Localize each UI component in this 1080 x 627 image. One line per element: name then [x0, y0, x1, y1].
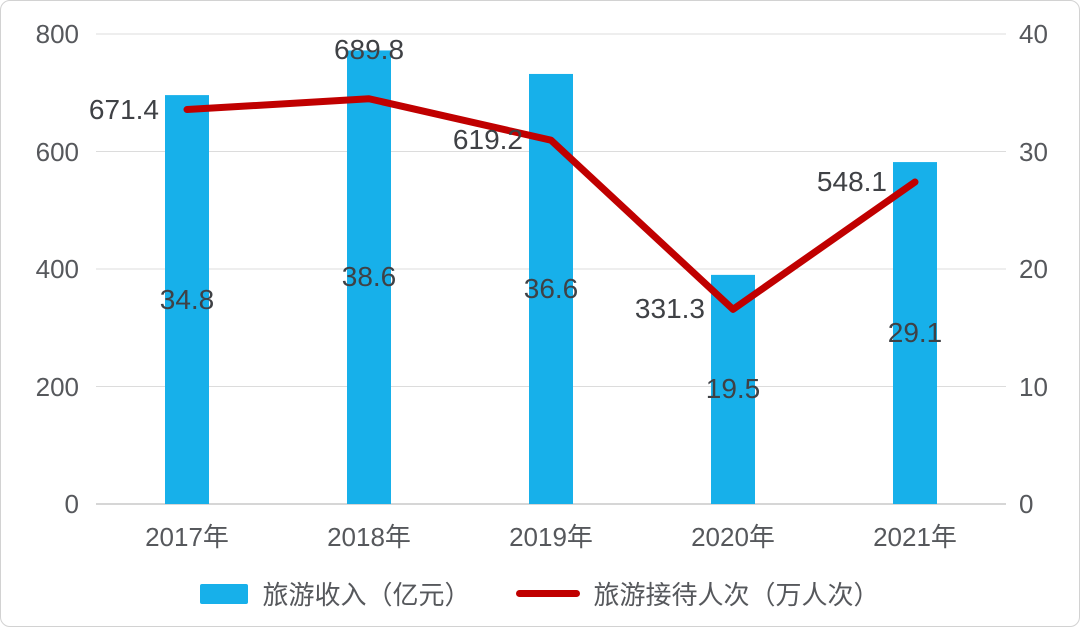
bar-value-label: 34.8 [159, 283, 215, 315]
bar-value-label: 19.5 [705, 373, 761, 405]
bar-value-label: 29.1 [887, 317, 943, 349]
y-axis-left-tick-label: 400 [35, 254, 79, 284]
bar-2017年 [165, 95, 209, 504]
x-axis-label: 2020年 [691, 522, 775, 552]
x-axis-label: 2021年 [873, 522, 957, 552]
y-axis-left-tick-label: 0 [64, 489, 79, 519]
line-series-swatch-icon [515, 590, 580, 597]
y-axis-right-tick-label: 30 [1019, 136, 1048, 167]
line-value-label: 619.2 [452, 124, 523, 156]
bar-2018年 [347, 50, 391, 504]
line-value-label: 671.4 [88, 93, 159, 125]
y-axis-right-tick-label: 0 [1019, 489, 1034, 519]
bar-2020年 [711, 274, 755, 504]
legend: 旅游收入（亿元） 旅游接待人次（万人次） [1, 575, 1079, 612]
legend-bar-label: 旅游收入（亿元） [262, 580, 471, 610]
y-axis-right-tick-label: 20 [1019, 254, 1048, 284]
line-value-label: 548.1 [816, 165, 887, 197]
bar-value-label: 36.6 [523, 272, 579, 304]
line-series [183, 95, 919, 313]
bar-value-label: 38.6 [341, 261, 397, 293]
legend-item-bar: 旅游收入（亿元） [200, 575, 471, 612]
legend-item-line: 旅游接待人次（万人次） [515, 575, 880, 612]
y-axis-right-tick-label: 40 [1019, 19, 1048, 49]
bar-2021年 [893, 162, 937, 504]
bar-series-swatch-icon [200, 583, 249, 604]
y-axis-left-tick-label: 600 [35, 136, 79, 167]
y-axis-left-tick-label: 200 [35, 371, 79, 402]
y-axis-left-tick-label: 800 [35, 19, 79, 49]
y-axis-right-tick-label: 10 [1019, 371, 1048, 402]
x-axis-label: 2018年 [327, 522, 411, 552]
line-value-label: 689.8 [333, 33, 405, 65]
x-axis-label: 2019年 [509, 522, 593, 552]
line-value-label: 331.3 [634, 293, 705, 325]
bar-2019年 [529, 73, 573, 504]
legend-line-label: 旅游接待人次（万人次） [593, 580, 880, 610]
x-axis-label: 2017年 [145, 522, 229, 552]
